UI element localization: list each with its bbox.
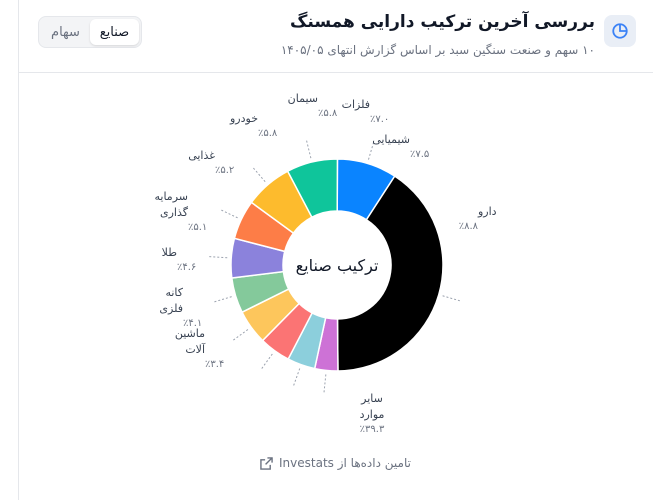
slice-label-6: غذایی <box>188 149 215 162</box>
slice-10[interactable] <box>286 158 339 219</box>
slice-value-8: ٪۵.۸ <box>318 108 338 119</box>
leader-line-10 <box>306 140 312 159</box>
leader-line-4 <box>261 353 273 369</box>
slice-value-7: ٪۵.۸ <box>258 128 278 139</box>
view-toggle: سهام صنایع <box>38 16 142 48</box>
slice-value-9: ٪۷.۰ <box>370 114 389 125</box>
slice-label-3: کانه <box>165 286 183 299</box>
slice-label-0: دارو <box>477 205 497 218</box>
slice-label-4: طلا <box>162 246 178 259</box>
slice-label-2: ماشین <box>175 327 205 340</box>
slice-value-1: ٪۳۹.۳ <box>360 424 385 435</box>
leader-line-3 <box>293 368 301 386</box>
slice-label-5: سرمایه <box>155 190 189 203</box>
slice-label-1: موارد <box>360 408 385 421</box>
slice-label-7: خودرو <box>229 112 258 125</box>
leader-line-7 <box>209 256 228 259</box>
header-divider <box>18 72 653 73</box>
footer-source[interactable]: تامین داده‌ها از Investats <box>260 456 411 470</box>
slice-label-8: سیمان <box>288 92 318 105</box>
slice-value-0: ٪۸.۸ <box>459 221 479 232</box>
footer-text: تامین داده‌ها از Investats <box>279 456 411 470</box>
leader-line-0 <box>367 142 375 160</box>
page-title: بررسی آخرین ترکیب دارایی همسنگ <box>289 12 595 32</box>
external-link-icon <box>260 456 273 470</box>
slice-1[interactable] <box>336 175 444 372</box>
slice-value-10: ٪۷.۵ <box>410 149 429 160</box>
slice-label-10: شیمیایی <box>372 133 410 146</box>
slice-label-3: فلزی <box>159 302 183 315</box>
slice-value-4: ٪۴.۶ <box>177 262 196 273</box>
slice-value-3: ٪۴.۱ <box>183 318 202 329</box>
slice-value-5: ٪۵.۱ <box>188 222 207 233</box>
slice-label-5: گذاری <box>160 206 189 219</box>
leader-line-1 <box>442 295 461 302</box>
slice-label-1: سایر <box>360 392 383 405</box>
toggle-stocks-button[interactable]: سهام <box>51 24 80 40</box>
leader-line-6 <box>214 296 232 303</box>
leader-line-8 <box>221 209 238 219</box>
slice-label-9: فلزات <box>342 98 370 111</box>
slice-value-2: ٪۳.۴ <box>205 359 224 370</box>
pie-chart-icon <box>604 15 636 47</box>
chart-card <box>18 0 653 500</box>
donut-center-label: ترکیب صنایع <box>296 256 379 276</box>
leader-line-5 <box>233 329 249 341</box>
slice-value-6: ٪۵.۲ <box>215 165 234 176</box>
leader-line-9 <box>253 167 266 183</box>
leader-line-2 <box>323 374 327 393</box>
toggle-industries-button[interactable]: صنایع <box>90 19 139 45</box>
page-subtitle: ۱۰ سهم و صنعت سنگین سبد بر اساس گزارش ان… <box>280 43 595 57</box>
slice-label-2: آلات <box>185 342 206 356</box>
